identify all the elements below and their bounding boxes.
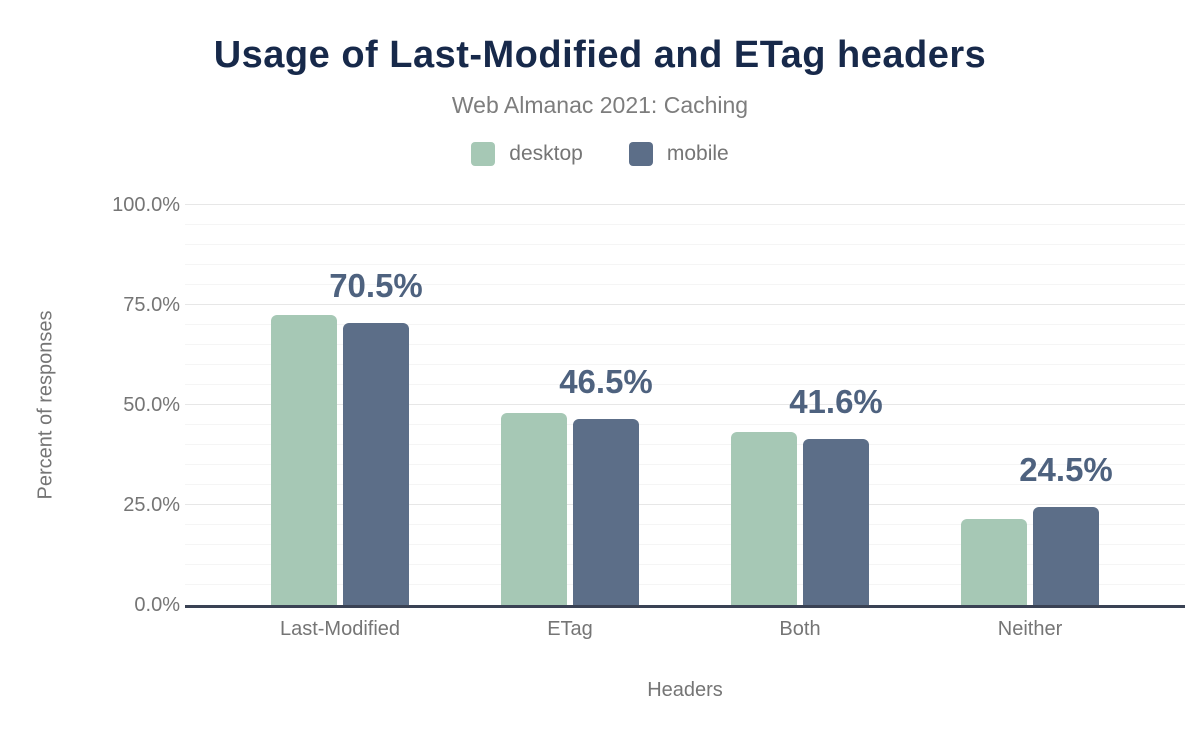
gridline-minor-60 — [185, 364, 1185, 365]
gridline-minor-65 — [185, 344, 1185, 345]
gridline-minor-85 — [185, 264, 1185, 265]
legend-label-mobile: mobile — [666, 142, 729, 165]
legend-item-mobile: mobile — [628, 142, 729, 166]
x-tick-last-modified: Last-Modified — [279, 618, 401, 640]
legend-item-desktop: desktop — [471, 142, 583, 166]
bar-desktop-neither — [961, 518, 1027, 605]
y-tick-25-0-: 25.0% — [123, 494, 180, 516]
bar-desktop-last-modified — [271, 315, 337, 605]
legend-swatch-desktop — [471, 142, 496, 166]
y-tick-50-0-: 50.0% — [123, 394, 180, 416]
gridline-major-50 — [185, 404, 1185, 405]
value-label-both: 41.6% — [789, 382, 883, 420]
legend-label-desktop: desktop — [509, 142, 583, 165]
plot-area: 70.5% 46.5% 41.6% 24.5% — [185, 204, 1185, 605]
gridline-minor-20 — [185, 524, 1185, 525]
bar-desktop-etag — [501, 413, 567, 605]
x-tick-etag: ETag — [547, 618, 593, 640]
chart-subtitle: Web Almanac 2021: Caching — [451, 92, 749, 118]
gridline-minor-40 — [185, 444, 1185, 445]
gridline-minor-90 — [185, 244, 1185, 245]
gridline-minor-15 — [185, 544, 1185, 545]
gridline-minor-95 — [185, 224, 1185, 225]
value-label-neither: 24.5% — [1019, 451, 1113, 488]
bar-mobile-last-modified — [343, 323, 409, 605]
gridline-minor-30 — [185, 484, 1185, 485]
gridline-minor-45 — [185, 424, 1185, 425]
gridline-minor-10 — [185, 564, 1185, 565]
chart-title: Usage of Last-Modified and ETag headers — [213, 34, 987, 76]
gridline-minor-70 — [185, 324, 1185, 325]
y-tick-0-0-: 0.0% — [134, 594, 180, 616]
gridline-minor-5 — [185, 584, 1185, 585]
x-axis-line — [185, 605, 1185, 608]
gridline-minor-80 — [185, 284, 1185, 285]
bar-desktop-both — [731, 431, 797, 605]
value-label-etag: 46.5% — [559, 363, 653, 400]
bar-mobile-neither — [1033, 507, 1099, 605]
bar-mobile-both — [803, 438, 869, 605]
legend-swatch-mobile — [628, 142, 653, 166]
gridline-major-25 — [185, 504, 1185, 505]
x-axis-title: Headers — [647, 679, 723, 701]
bar-mobile-etag — [573, 419, 639, 605]
value-label-last-modified: 70.5% — [329, 267, 423, 304]
x-tick-neither: Neither — [997, 618, 1063, 640]
x-tick-both: Both — [779, 618, 821, 640]
y-tick-100-0-: 100.0% — [112, 194, 180, 216]
gridline-major-100 — [185, 204, 1185, 205]
gridline-major-75 — [185, 304, 1185, 305]
legend: desktop mobile — [0, 142, 1200, 166]
gridline-minor-35 — [185, 464, 1185, 465]
y-tick-75-0-: 75.0% — [123, 294, 180, 316]
gridline-minor-55 — [185, 384, 1185, 385]
